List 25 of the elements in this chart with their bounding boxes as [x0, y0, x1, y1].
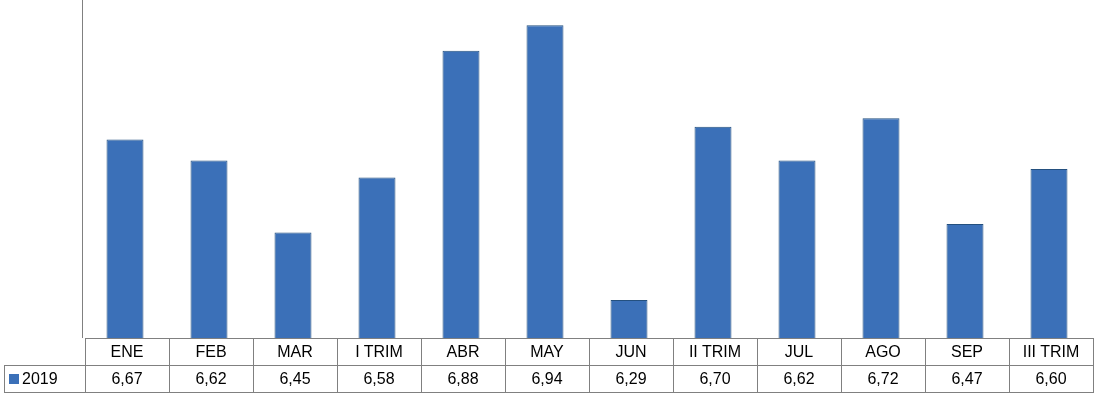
data-label: 6,70	[673, 365, 757, 393]
data-label: 6,67	[85, 365, 169, 393]
data-label: 6,94	[505, 365, 589, 393]
data-label: 6,88	[421, 365, 505, 393]
x-tick-label: ABR	[421, 338, 505, 366]
x-tick-label: III TRIM	[1009, 338, 1093, 366]
x-tick-label: JUN	[589, 338, 673, 366]
x-tick-label: FEB	[169, 338, 253, 366]
x-tick-label: ENE	[85, 338, 169, 366]
x-tick-label: II TRIM	[673, 338, 757, 366]
x-tick-label: JUL	[757, 338, 841, 366]
data-label: 6,60	[1009, 365, 1093, 393]
x-tick-label: MAR	[253, 338, 337, 366]
data-label: 6,58	[337, 365, 421, 393]
data-label: 6,72	[841, 365, 925, 393]
x-tick-label: MAY	[505, 338, 589, 366]
data-label: 6,62	[757, 365, 841, 393]
data-label: 6,45	[253, 365, 337, 393]
data-label: 6,29	[589, 365, 673, 393]
x-tick-label: SEP	[925, 338, 1009, 366]
legend-label: 2019	[21, 370, 58, 387]
x-tick-label: AGO	[841, 338, 925, 366]
data-label: 6,47	[925, 365, 1009, 393]
data-label: 6,62	[169, 365, 253, 393]
x-tick-label: I TRIM	[337, 338, 421, 366]
